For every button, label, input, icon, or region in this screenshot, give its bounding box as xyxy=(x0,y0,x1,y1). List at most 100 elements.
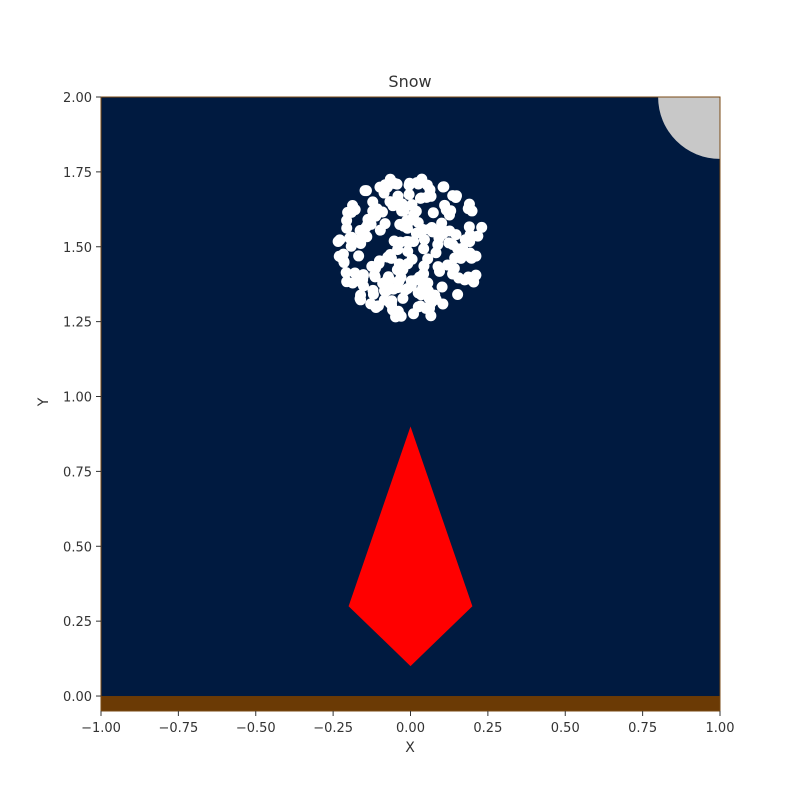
snowflake-point xyxy=(391,193,403,205)
snowflake-point xyxy=(393,258,405,270)
snowflake-point xyxy=(404,177,416,189)
snow-cluster xyxy=(332,173,488,323)
x-axis-label: X xyxy=(405,740,415,756)
moon xyxy=(658,97,720,159)
snowflake-point xyxy=(448,262,460,274)
snowflake-point xyxy=(412,178,424,190)
snowflake-point xyxy=(422,253,434,265)
plot-content xyxy=(101,97,720,711)
snowflake-point xyxy=(370,301,382,313)
snowflake-point xyxy=(415,270,427,282)
snowflake-point xyxy=(369,271,381,283)
snowflake-point xyxy=(418,243,430,255)
snowflake-point xyxy=(432,261,444,273)
snowflake-point xyxy=(429,289,441,301)
snowflake-point xyxy=(464,247,476,259)
snowflake-point xyxy=(382,251,394,263)
snowflake-point xyxy=(468,276,480,288)
kite-shape xyxy=(348,426,473,667)
snowflake-point xyxy=(340,267,352,279)
snowflake-point xyxy=(362,219,374,231)
y-tick-label: 0.50 xyxy=(63,540,92,555)
snowflake-point xyxy=(333,250,345,262)
snowflake-point xyxy=(430,247,442,259)
snowflake-point xyxy=(345,240,357,252)
snowflake-point xyxy=(408,235,420,247)
x-tick-label: −1.00 xyxy=(81,721,121,736)
snowflake-point xyxy=(354,293,366,305)
snowflake-point xyxy=(367,210,379,222)
y-tick-label: 1.25 xyxy=(63,316,92,331)
snowflake-point xyxy=(472,230,484,242)
snowflake-point xyxy=(355,237,367,249)
snowflake-point xyxy=(384,282,396,294)
snowflake-point xyxy=(463,221,475,233)
snowflake-point xyxy=(374,181,386,193)
snowflake-point xyxy=(360,185,372,197)
chart-title: Snow xyxy=(388,72,431,91)
snowflake-point xyxy=(438,181,450,193)
snowflake-point xyxy=(427,207,439,219)
snowflake-point xyxy=(452,243,464,255)
snowflake-point xyxy=(392,244,404,256)
snowflake-point xyxy=(389,177,401,189)
snowflake-point xyxy=(424,184,436,196)
y-tick-label: 1.00 xyxy=(63,391,92,406)
snowflake-point xyxy=(398,205,410,217)
snowflake-point xyxy=(403,189,415,201)
snowflake-point xyxy=(405,280,417,292)
snowflake-point xyxy=(353,275,365,287)
axes: −1.00 −0.75 −0.50 −0.25 0.00 0.25 0.50 0.75 1.00… xyxy=(63,91,734,736)
snowflake-point xyxy=(449,252,461,264)
snowflake-point xyxy=(402,258,414,270)
x-tick-label: 0.50 xyxy=(551,721,580,736)
y-tick-label: 0.00 xyxy=(63,690,92,705)
snowflake-point xyxy=(406,199,418,211)
snowflake-point xyxy=(420,302,432,314)
snowflake-point xyxy=(407,308,419,320)
ground-strip xyxy=(101,696,720,711)
snowflake-point xyxy=(476,221,488,233)
snowflake-point xyxy=(443,237,455,249)
y-tick-label: 1.75 xyxy=(63,166,92,181)
snowflake-point xyxy=(463,198,475,210)
y-axis-label: Y xyxy=(36,397,52,407)
x-tick-label: −0.75 xyxy=(158,721,198,736)
snowflake-point xyxy=(367,284,379,296)
snowflake-point xyxy=(447,190,459,202)
snowflake-point xyxy=(379,218,391,230)
snowflake-point xyxy=(401,222,413,234)
snowflake-point xyxy=(397,292,409,304)
snowflake-point xyxy=(341,214,353,226)
snowflake-point xyxy=(418,234,430,246)
snowflake-point xyxy=(436,281,448,293)
snowflake-point xyxy=(349,204,361,216)
x-tick-label: 0.75 xyxy=(628,721,657,736)
snowflake-point xyxy=(341,276,353,288)
y-tick-label: 0.25 xyxy=(63,615,92,630)
snowflake-point xyxy=(415,192,427,204)
snowflake-point xyxy=(353,250,365,262)
x-tick-label: −0.50 xyxy=(236,721,276,736)
snowflake-point xyxy=(436,217,448,229)
x-tick-label: 0.25 xyxy=(473,721,502,736)
snowflake-point xyxy=(346,231,358,243)
snowflake-point xyxy=(437,228,449,240)
snowflake-point xyxy=(341,222,353,234)
x-tick-label: 1.00 xyxy=(706,721,735,736)
y-tick-label: 1.50 xyxy=(63,241,92,256)
y-tick-label: 0.75 xyxy=(63,465,92,480)
x-tick-label: 0.00 xyxy=(396,721,425,736)
snowflake-point xyxy=(369,262,381,274)
snowflake-point xyxy=(388,235,400,247)
snowflake-point xyxy=(392,305,404,317)
snowflake-point xyxy=(408,209,420,221)
plot-area xyxy=(101,97,720,711)
x-tick-label: −0.25 xyxy=(313,721,353,736)
snowflake-point xyxy=(334,234,346,246)
snowflake-point xyxy=(382,271,394,283)
snowflake-point xyxy=(439,199,451,211)
snowflake-point xyxy=(452,289,464,301)
y-tick-label: 2.00 xyxy=(63,91,92,106)
